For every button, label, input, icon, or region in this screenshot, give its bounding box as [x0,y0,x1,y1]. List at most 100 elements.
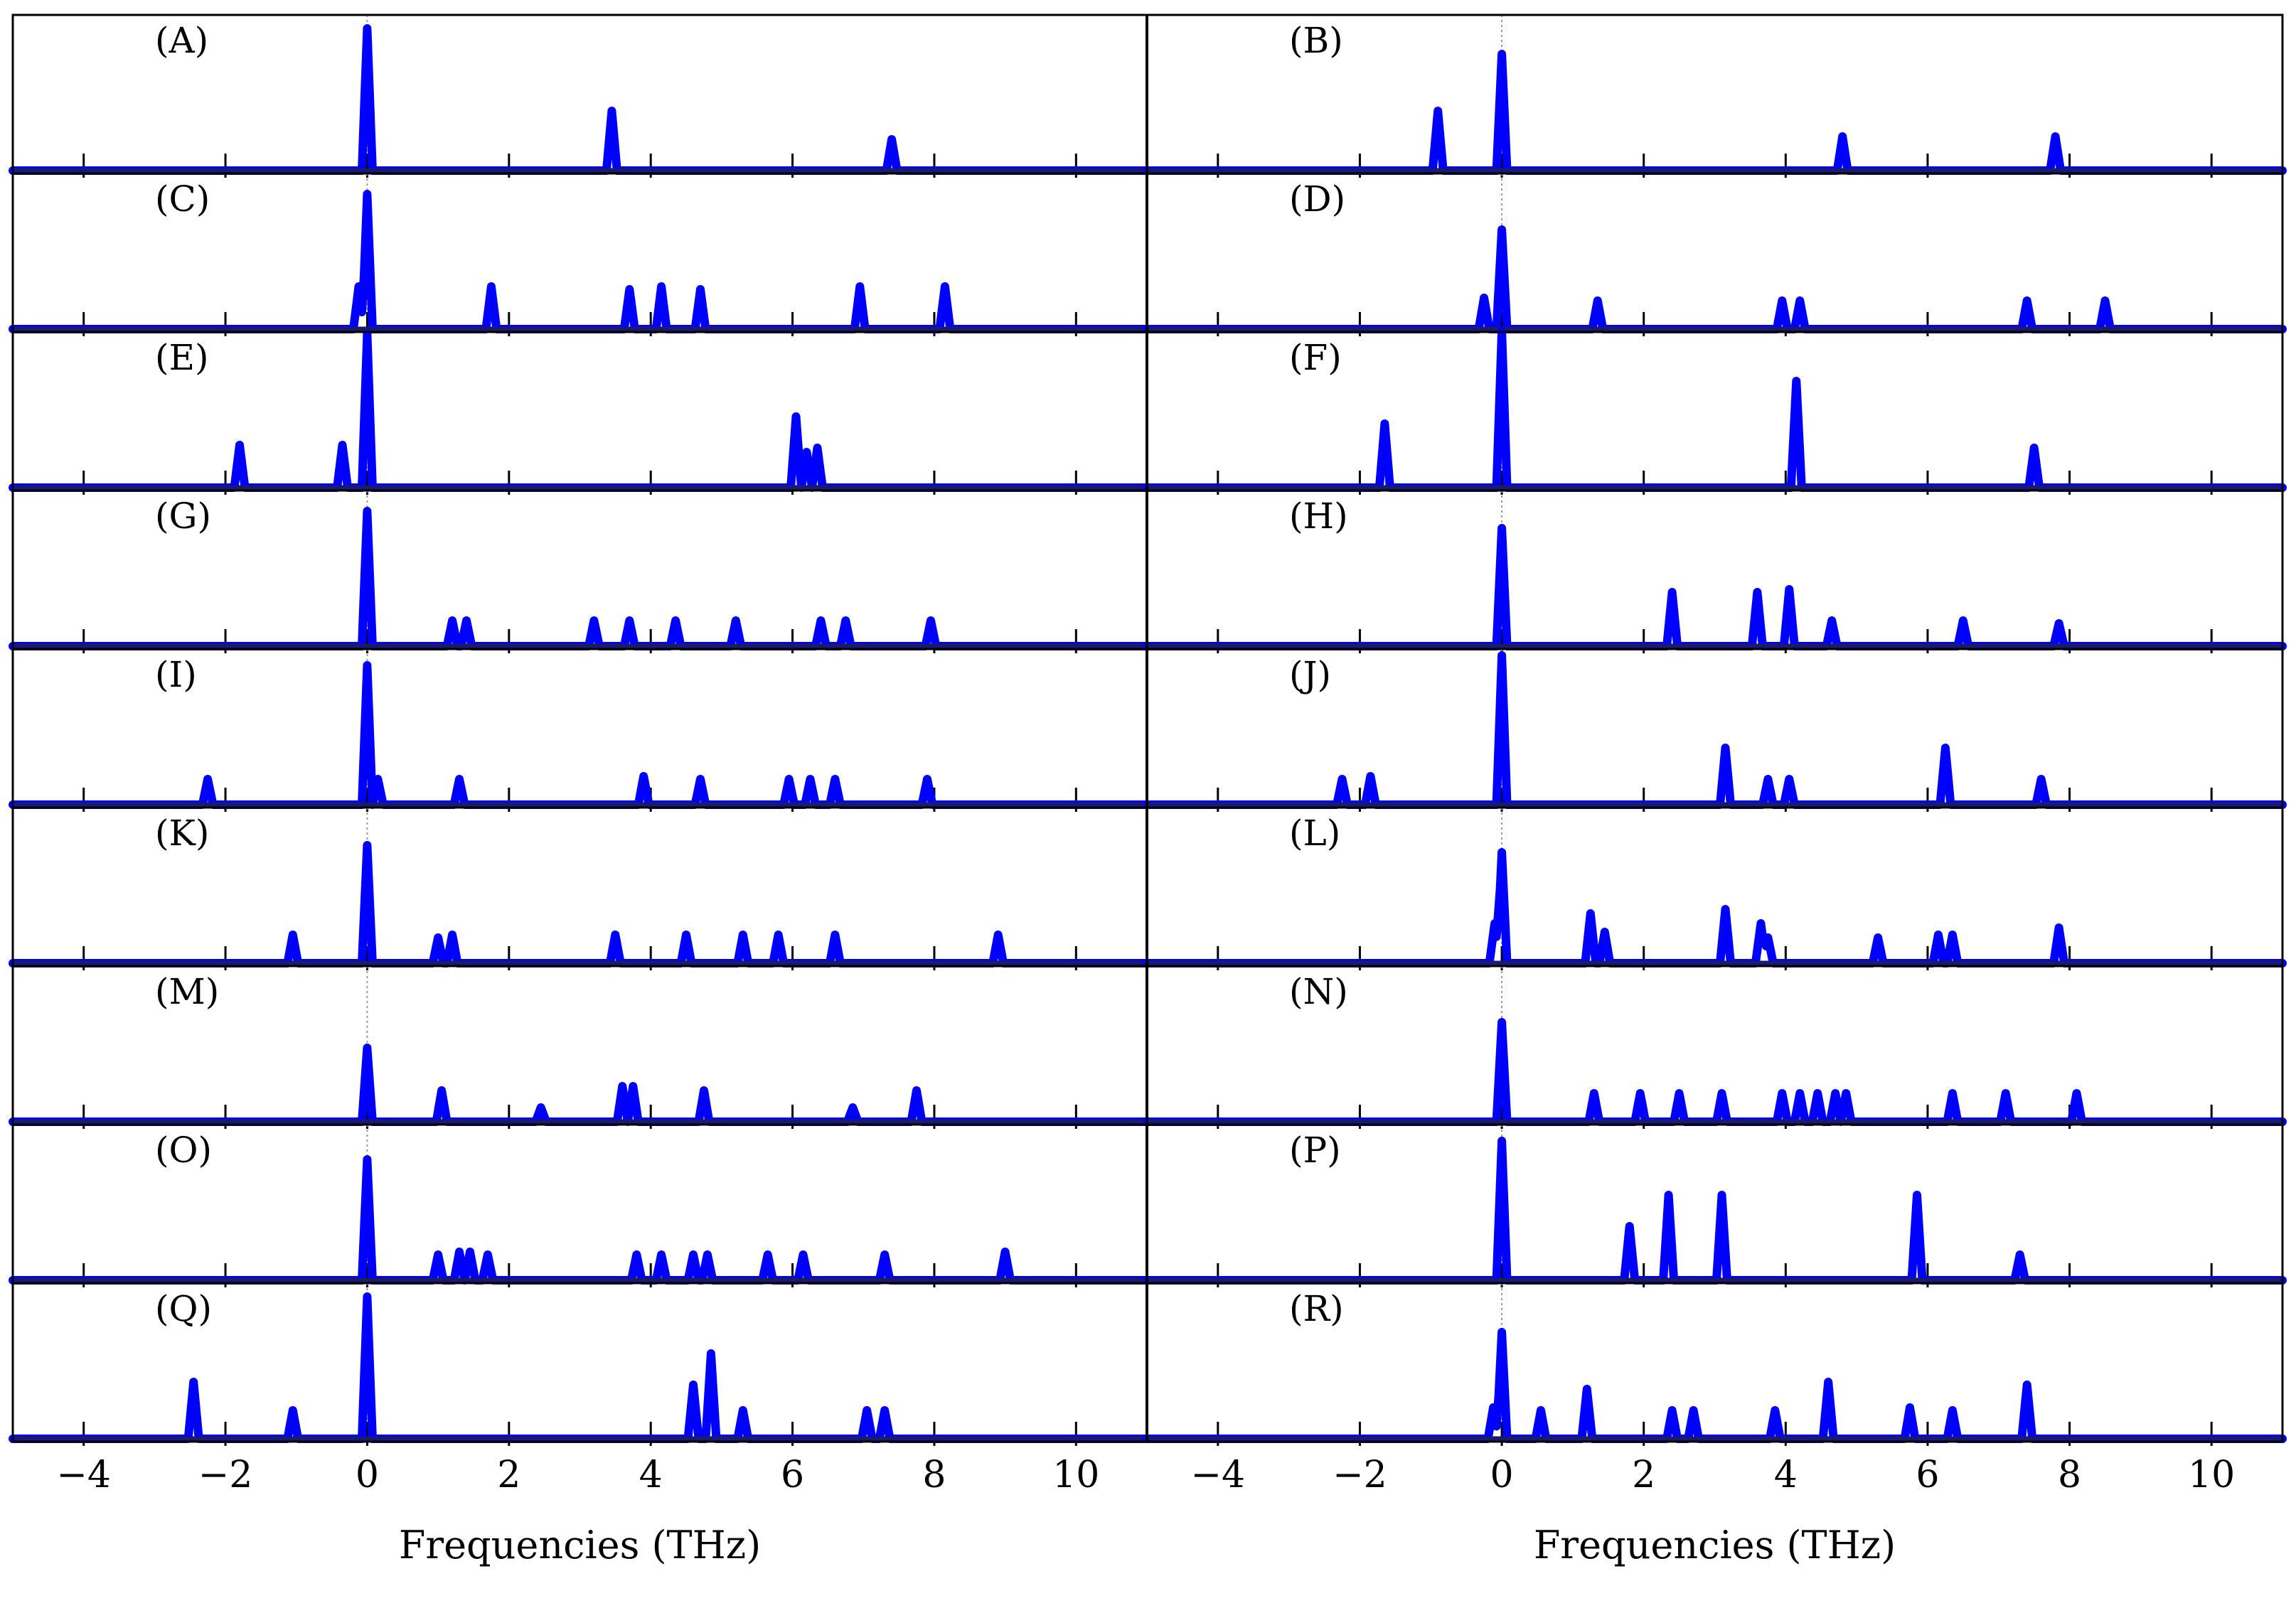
peak-point [467,1250,472,1254]
peak-point [631,1084,636,1088]
peak-point [1666,1193,1671,1197]
peak-point [1840,134,1845,139]
peak-point [1766,777,1771,781]
x-tick-label: 8 [2058,1454,2081,1496]
peak-point [1907,1405,1912,1410]
peak-point [1677,1091,1682,1095]
peak-point [1500,1020,1505,1024]
panel-label: (F) [1289,337,1342,378]
panel-label: (E) [155,337,209,378]
x-tick-label: −4 [1190,1454,1245,1496]
x-tick-label: 8 [922,1454,946,1496]
peak-point [1755,590,1760,594]
panel-r: (R) [1143,1283,2287,1446]
x-tick-label: 0 [356,1454,379,1496]
panel-label: (Q) [155,1288,212,1329]
peak-point [464,618,469,623]
peak-point [1588,911,1593,916]
x-axes: −4 −2 0 2 4 6 8 10 Frequencies (THz) −4 −2 0 2 4 6 8 10 F… [56,1454,2235,1567]
peak-point [833,933,838,937]
panel-label: (H) [1289,495,1348,537]
peak-point [365,663,370,668]
peak-point [2056,926,2061,930]
peak-point [1584,1387,1589,1391]
panel-label: (C) [155,178,210,220]
peak-point [205,777,210,781]
peak-point [620,1084,625,1088]
peak-point [1638,1091,1643,1095]
peak-point [818,618,823,623]
panel-q: (Q) [9,1283,1151,1446]
peak-point [450,933,455,937]
peak-point [1780,299,1785,303]
peak-point [613,933,618,937]
x-tick-label: −2 [1333,1454,1387,1496]
peak-point [365,843,370,847]
peak-point [2003,1091,2008,1095]
peak-point [1500,1139,1505,1143]
panel-l: (L) [1143,808,2287,970]
peak-point [365,1294,370,1299]
x-tick-label: −4 [56,1454,111,1496]
peak-point [1368,774,1373,778]
panel-b: (B) [1143,15,2287,178]
peak-point [1780,1091,1785,1095]
peak-point [942,284,947,289]
peak-point [684,933,689,937]
peak-point [691,1253,695,1257]
x-tick-label: 0 [1490,1454,1514,1496]
panel-j: (J) [1143,649,2287,812]
peak-point [485,1253,490,1257]
panel-label: (I) [155,654,197,695]
peak-point [673,618,678,623]
peak-point [914,1088,919,1093]
peak-point [1787,587,1792,591]
peak-point [191,1380,196,1384]
peak-point [375,777,380,781]
peak-point [995,933,1000,937]
peak-point [290,933,295,937]
peak-point [609,109,614,113]
peak-point [1943,746,1948,750]
x-tick-label: −2 [198,1454,253,1496]
peak-point [815,446,820,450]
peak-point [1935,933,1940,937]
peak-point [436,935,441,940]
peak-point [1794,379,1799,383]
peak-point [1500,850,1505,854]
peak-point [843,618,848,623]
peak-point [890,137,895,141]
peak-point [776,933,781,937]
panel-o: (O) [9,1125,1151,1287]
peak-point [2074,1091,2079,1095]
peak-point [2017,1253,2022,1257]
peak-point [924,777,929,781]
panel-label: (R) [1289,1288,1344,1329]
peak-point [1491,1405,1496,1410]
peak-point [1595,299,1600,303]
peak-point [450,618,455,623]
peak-point [765,1253,770,1257]
peak-point [701,1088,706,1093]
x-tick-label: 4 [1774,1454,1798,1496]
peak-point [1773,1408,1778,1412]
panel-label: (M) [155,971,219,1012]
peak-point [1340,777,1345,781]
peak-point [1914,1193,1919,1197]
peak-point [865,1408,870,1412]
peak-point [592,618,597,623]
peak-point [1719,1091,1724,1095]
peak-point [2024,299,2029,303]
peak-point [1723,907,1728,911]
peak-point [804,450,809,454]
peak-point [1538,1408,1543,1412]
peak-point [691,1383,695,1387]
peak-point [1830,618,1835,623]
peak-point [1500,526,1505,530]
peak-point [733,618,738,623]
peak-point [1766,935,1771,940]
peak-point [1723,746,1728,750]
panel-label: (P) [1289,1130,1341,1171]
dos-curve [9,330,1151,492]
peak-point [634,1253,639,1257]
